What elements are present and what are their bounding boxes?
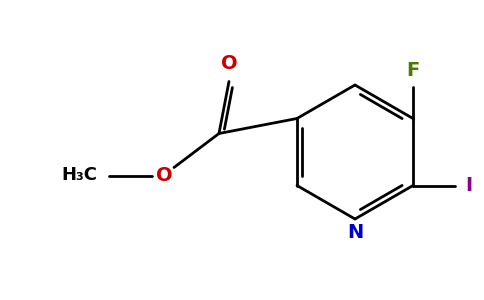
- Text: H₃C: H₃C: [61, 167, 97, 184]
- Text: I: I: [466, 176, 472, 195]
- Text: N: N: [347, 224, 363, 242]
- Text: F: F: [407, 61, 420, 80]
- Text: O: O: [156, 166, 172, 185]
- Text: O: O: [221, 54, 237, 73]
